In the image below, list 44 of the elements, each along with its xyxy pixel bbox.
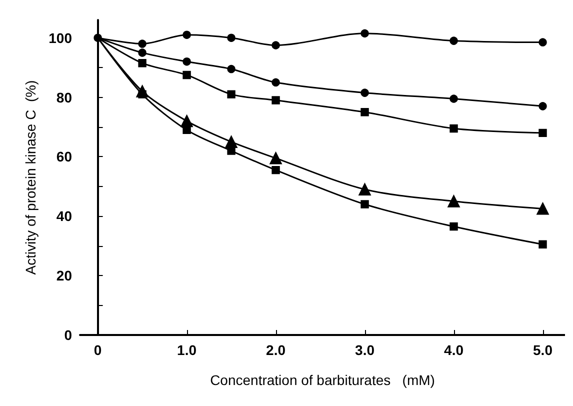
point <box>182 58 191 66</box>
point <box>360 88 369 97</box>
point <box>138 40 146 48</box>
point <box>360 108 369 116</box>
point <box>536 202 549 215</box>
y-axis-title: Activity of protein kinase C (%) <box>22 80 39 275</box>
point <box>138 48 146 57</box>
x-tick-label: 3.0 <box>355 342 375 358</box>
point <box>227 64 236 74</box>
point <box>270 152 282 164</box>
y-tick-label: 20 <box>56 268 72 284</box>
x-tick-label: 1.0 <box>177 342 197 358</box>
x-tick-label: 4.0 <box>444 342 464 358</box>
point <box>450 36 458 45</box>
point <box>538 102 547 110</box>
point <box>358 183 371 196</box>
point <box>450 124 458 133</box>
point <box>360 200 369 208</box>
point <box>227 34 236 42</box>
point <box>448 195 460 208</box>
point <box>272 166 280 174</box>
point <box>272 96 280 104</box>
y-tick-label: 80 <box>56 89 72 106</box>
point <box>538 240 547 248</box>
y-tick-label: 100 <box>48 30 72 46</box>
point <box>450 94 458 103</box>
point <box>360 29 369 38</box>
x-tick-label: 5.0 <box>533 342 553 358</box>
x-tick-label: 0 <box>94 342 102 358</box>
point <box>94 34 102 42</box>
point <box>182 30 191 39</box>
point <box>538 38 547 46</box>
point <box>450 222 458 231</box>
point <box>272 41 280 50</box>
point <box>182 70 191 80</box>
y-tick-label: 0 <box>64 327 72 343</box>
point <box>272 78 280 87</box>
point <box>227 90 236 98</box>
y-tick-label: 60 <box>56 148 72 165</box>
point <box>538 128 547 138</box>
x-tick-label: 2.0 <box>266 342 286 358</box>
point <box>138 58 146 68</box>
x-axis-title: Concentration of barbiturates (mM) <box>210 372 435 388</box>
y-tick-label: 40 <box>56 208 72 224</box>
